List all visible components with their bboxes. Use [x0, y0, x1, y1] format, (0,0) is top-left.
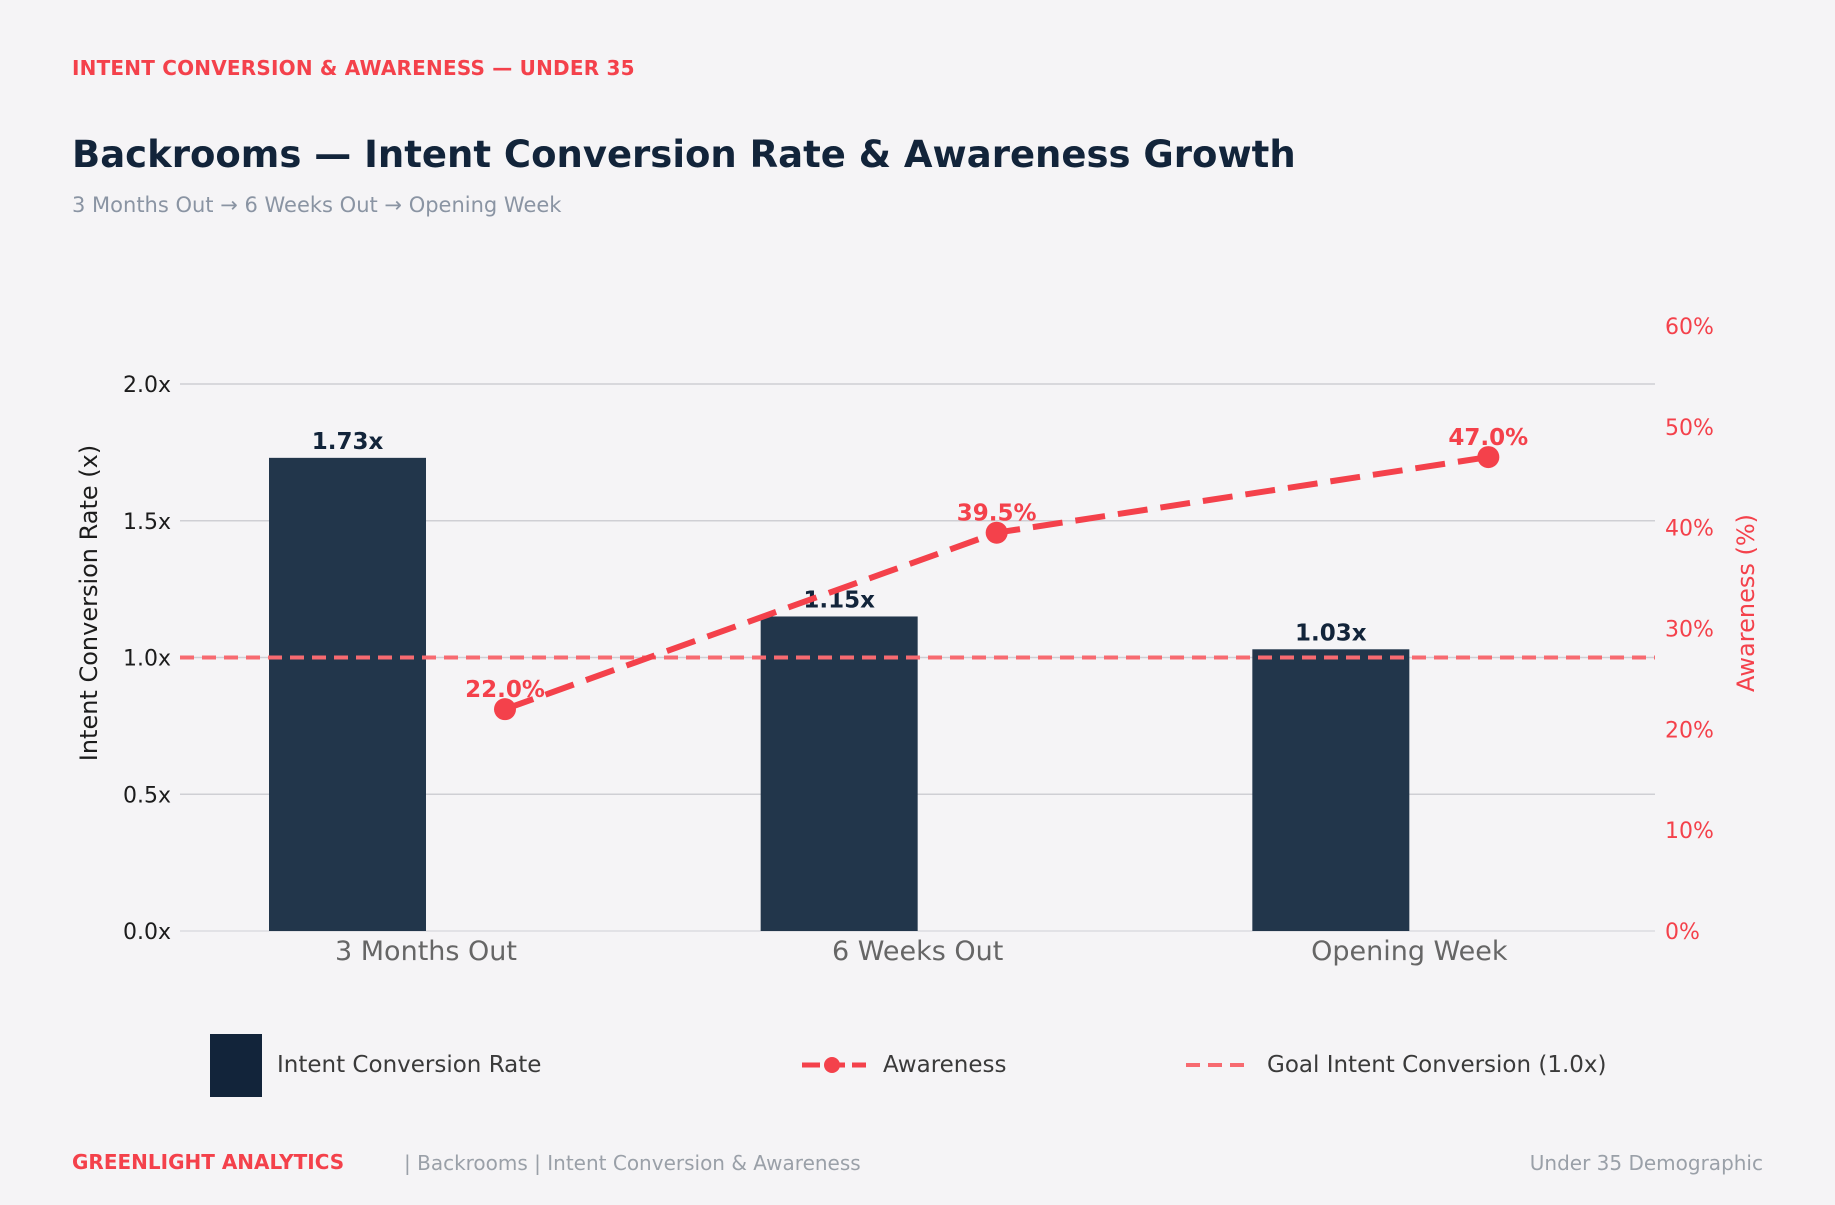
awareness-value-label: 22.0% [465, 677, 545, 703]
chart-canvas: 0.0x 0.5x 1.0x 1.5x 2.0x 0% 10% 20% 30% 40% 50% 60%… [75, 315, 1760, 967]
awareness-value-label: 47.0% [1448, 425, 1528, 451]
legend-label-goal: Goal Intent Conversion (1.0x) [1267, 1052, 1607, 1078]
y2-tick-label: 20% [1665, 718, 1714, 743]
footer-demographic: Under 35 Demographic [1529, 1151, 1763, 1175]
x-tick-label: 3 Months Out [335, 936, 517, 967]
chart-kicker: INTENT CONVERSION & AWARENESS — UNDER 35 [72, 56, 635, 80]
bar-value-label: 1.73x [312, 429, 384, 455]
legend-dashed-swatch [1186, 1063, 1250, 1067]
legend-item-goal: Goal Intent Conversion (1.0x) [1184, 1033, 1607, 1097]
y2-tick-label: 50% [1665, 416, 1714, 441]
legend-label-intent-conversion: Intent Conversion Rate [277, 1052, 542, 1078]
y2-tick-label: 40% [1665, 517, 1714, 542]
bar [760, 616, 918, 931]
chart-title: Backrooms — Intent Conversion Rate & Awa… [72, 133, 1296, 176]
legend-line-marker-swatch [802, 1057, 866, 1073]
awareness-point [1477, 446, 1500, 469]
y2-tick-label: 0% [1665, 920, 1700, 945]
y2-tick-label: 30% [1665, 618, 1714, 643]
bar [1252, 649, 1410, 931]
awareness-value-label: 39.5% [957, 501, 1037, 527]
footer-meta: | Backrooms | Intent Conversion & Awaren… [404, 1151, 861, 1175]
bar-value-label: 1.03x [1295, 620, 1367, 646]
y-axis-label: Intent Conversion Rate (x) [75, 445, 103, 762]
awareness-point [985, 521, 1008, 544]
legend-item-awareness: Awareness [800, 1033, 1007, 1097]
bar [269, 457, 426, 931]
y2-axis-label: Awareness (%) [1732, 514, 1760, 692]
y-tick-label: 2.0x [123, 373, 171, 398]
y2-tick-label: 60% [1665, 315, 1714, 340]
x-tick-label: 6 Weeks Out [832, 936, 1003, 967]
awareness-point [494, 698, 516, 721]
legend-label-awareness: Awareness [883, 1052, 1007, 1078]
y-tick-label: 0.0x [123, 920, 171, 945]
y-tick-label: 0.5x [123, 783, 171, 808]
y2-tick-label: 10% [1665, 819, 1714, 844]
y-tick-label: 1.0x [123, 647, 171, 672]
chart-subtitle: 3 Months Out → 6 Weeks Out → Opening Wee… [72, 193, 562, 217]
x-tick-label: Opening Week [1311, 936, 1508, 967]
y-tick-label: 1.5x [123, 510, 171, 535]
legend-item-intent-conversion: Intent Conversion Rate [210, 1033, 541, 1097]
footer-brand: GREENLIGHT ANALYTICS [72, 1150, 345, 1174]
chart-legend: Intent Conversion Rate Awareness Goal In… [0, 1033, 1835, 1097]
legend-bar-swatch [210, 1033, 262, 1097]
